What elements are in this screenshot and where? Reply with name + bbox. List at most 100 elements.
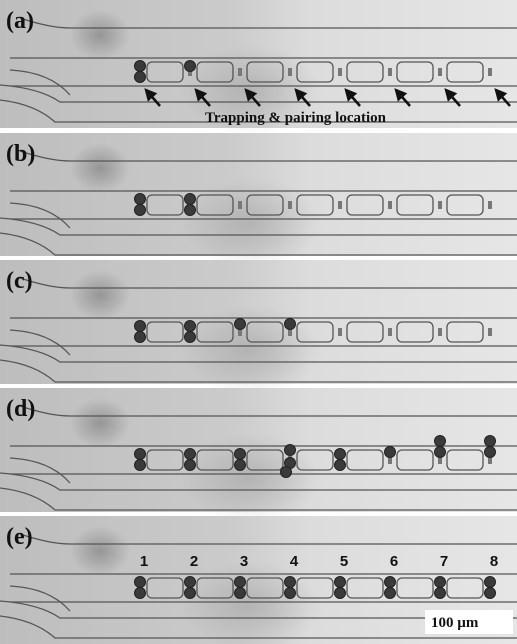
arrow: [244, 88, 261, 107]
cell: [184, 576, 196, 588]
chamber: [446, 321, 484, 343]
channel-wall: [19, 150, 517, 162]
panel-label: (e): [6, 524, 33, 550]
channel-wall: [0, 600, 517, 619]
cell: [134, 587, 146, 599]
chamber: [196, 61, 234, 83]
chamber: [246, 194, 284, 216]
cell: [184, 459, 196, 471]
cell: [234, 576, 246, 588]
cell: [434, 435, 446, 447]
cell: [234, 459, 246, 471]
cell: [384, 587, 396, 599]
cell: [434, 576, 446, 588]
chamber: [296, 194, 334, 216]
scale-bar: 100 µm: [431, 615, 479, 631]
trap: [388, 68, 392, 76]
cell: [334, 448, 346, 460]
channel-wall: [19, 17, 517, 29]
arrow: [294, 88, 311, 107]
channel-wall: [0, 472, 517, 491]
blot: [180, 178, 320, 268]
channel-wall: [9, 329, 71, 356]
cell: [184, 204, 196, 216]
chamber: [146, 449, 184, 471]
channel-wall: [19, 405, 517, 417]
arrow: [394, 88, 411, 107]
cell: [134, 71, 146, 83]
cell: [134, 459, 146, 471]
cell: [234, 318, 246, 330]
trap: [388, 201, 392, 209]
panel: (a) Trapping & pairing location: [0, 0, 517, 135]
trap: [238, 68, 242, 76]
trap: [488, 68, 492, 76]
chamber: [396, 194, 434, 216]
channel-wall: [19, 533, 517, 545]
panel: (e) 1 2 3 4 5 6 7 8 100 µm: [0, 516, 517, 644]
channel-wall: [0, 344, 517, 363]
cell: [184, 331, 196, 343]
trap: [438, 68, 442, 76]
panel-label: (d): [6, 396, 35, 422]
cell: [434, 446, 446, 458]
cell: [134, 320, 146, 332]
chamber: [246, 61, 284, 83]
chamber: [296, 61, 334, 83]
trap: [488, 201, 492, 209]
channel-wall: [0, 99, 517, 123]
channel-wall: [0, 487, 517, 511]
chamber: [346, 321, 384, 343]
cell: [134, 204, 146, 216]
panel: (d): [0, 388, 517, 523]
chamber: [146, 61, 184, 83]
trap: [288, 201, 292, 209]
channel-wall: [0, 217, 517, 236]
blot: [70, 398, 130, 448]
chamber: [196, 321, 234, 343]
channel-wall: [9, 202, 71, 229]
trap-number: 1: [140, 553, 148, 570]
blot: [70, 270, 130, 320]
channel-wall: [0, 359, 517, 383]
chamber: [396, 577, 434, 599]
cell: [184, 193, 196, 205]
chamber: [396, 321, 434, 343]
chamber: [346, 577, 384, 599]
panel: (b): [0, 133, 517, 268]
cell: [334, 587, 346, 599]
chamber: [296, 321, 334, 343]
blot: [70, 143, 130, 193]
panel-label: (a): [6, 8, 34, 34]
chamber: [146, 577, 184, 599]
cell: [280, 466, 292, 478]
trap: [288, 328, 292, 336]
cell: [284, 444, 296, 456]
chamber: [196, 577, 234, 599]
cell: [284, 576, 296, 588]
trap-number: 3: [240, 553, 248, 570]
cell: [484, 576, 496, 588]
cell: [384, 576, 396, 588]
channel-wall: [0, 232, 517, 256]
trap: [488, 456, 492, 464]
trap-number: 5: [340, 553, 348, 570]
channel-wall: [19, 277, 517, 289]
cell: [184, 448, 196, 460]
blot: [180, 305, 320, 395]
channel-wall: [9, 585, 71, 612]
cell: [134, 193, 146, 205]
cell: [484, 435, 496, 447]
cell: [334, 576, 346, 588]
channel-wall: [9, 457, 71, 484]
chamber: [196, 194, 234, 216]
chamber: [246, 577, 284, 599]
trap-number: 4: [290, 553, 299, 570]
trap: [238, 201, 242, 209]
panel: (c): [0, 260, 517, 395]
blot: [70, 10, 130, 60]
cell: [234, 448, 246, 460]
trap-number: 2: [190, 553, 198, 570]
